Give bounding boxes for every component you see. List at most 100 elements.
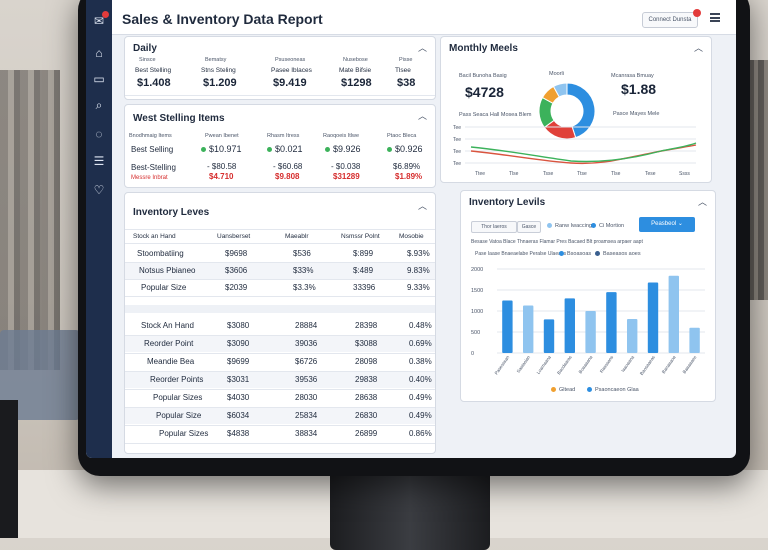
chevron-up-icon[interactable]: ︿: [693, 43, 703, 53]
table-cell: 28030: [295, 393, 318, 402]
menu-icon[interactable]: [710, 13, 720, 22]
bar[interactable]: [647, 282, 659, 353]
legend-a-label: Ranw Iwaccing: [555, 223, 592, 229]
table-header: Nsmssr Polnt: [341, 233, 380, 240]
chat-icon[interactable]: ◌: [95, 127, 103, 141]
sidebar: ✉ ⌂ ▭ ⌕ ◌ ☰ ♡: [86, 0, 112, 458]
bar[interactable]: [543, 319, 555, 353]
dropdown-label: Peasbeol: [651, 221, 677, 227]
chip-secondary[interactable]: Gasce: [517, 221, 541, 233]
card-icon[interactable]: ▭: [93, 72, 105, 86]
table-row-label: Popular Sizes: [159, 429, 209, 438]
bs-row1-value: $0.926: [387, 144, 423, 154]
table-divider: [125, 229, 435, 230]
bs-row1-value: $0.021: [267, 144, 303, 154]
header: Sales & Inventory Data Report Connect Du…: [112, 0, 736, 35]
table-cell: 26830: [355, 411, 378, 420]
bar[interactable]: [689, 327, 700, 353]
document-icon[interactable]: ☰: [93, 154, 105, 168]
monthly-left-label: Bacil Bunoha Basig: [459, 73, 507, 79]
bs-row2-subvalue: $1.89%: [395, 172, 423, 181]
table-row-bg: [125, 372, 435, 388]
bar[interactable]: [502, 300, 513, 354]
bar[interactable]: [585, 311, 596, 353]
bs-row2-sub: Messre Inbrat: [131, 175, 168, 181]
table-cell: 38834: [295, 429, 318, 438]
bar[interactable]: [627, 318, 638, 353]
status-dot-icon: [267, 147, 272, 153]
dropdown-button[interactable]: Peasbeol ⌄: [639, 217, 695, 232]
chevron-up-icon[interactable]: ︿: [417, 111, 427, 121]
footer-legend1-label: Gltead: [559, 387, 576, 393]
bs-row2-value: - $80.58: [207, 162, 237, 171]
x-tick-label: Baaaaaee: [682, 354, 698, 374]
bs-header: Raoqoeis Itlwe: [323, 133, 360, 139]
table-cell: $2039: [225, 283, 248, 292]
bs-row1-value: $9.926: [325, 144, 361, 154]
table-cell: $3606: [225, 266, 248, 275]
table-cell: 28398: [355, 321, 378, 330]
table-cell: 0.48%: [409, 321, 432, 330]
table-cell: $4030: [227, 393, 250, 402]
x-tick-label: Baodaaras: [556, 354, 573, 375]
daily-col-value: $1.209: [203, 77, 237, 89]
x-tick-label: Baosaaeas: [639, 354, 656, 376]
x-tick-label: Rasssans: [599, 354, 615, 374]
bs-row1-text: $0.021: [275, 144, 303, 154]
search-icon[interactable]: ⌕: [95, 98, 103, 112]
x-tick-label: Iaaoaana: [620, 354, 635, 373]
x-tick-label: Tlse: [611, 171, 621, 177]
daily-col-sub: Mate Bifsie: [339, 67, 372, 74]
monthly-title: Monthly Meels: [449, 43, 518, 54]
chevron-up-icon[interactable]: ︿: [417, 43, 427, 53]
monthly-right-value: $1.88: [621, 81, 657, 97]
bs-row2-subvalue: $31289: [333, 172, 360, 181]
table-row-label: Popular Size: [156, 411, 202, 420]
series-line-red: [470, 144, 697, 165]
bar[interactable]: [523, 305, 534, 353]
chevron-up-icon[interactable]: ︿: [697, 197, 707, 207]
bar[interactable]: [668, 275, 679, 353]
monthly-line-chart: Tee Tee Tee Tee Ttee Tlse Tsse Ttse Tlse Tese Ssss: [453, 125, 697, 177]
clothing-rack: [0, 70, 60, 370]
bs-row2-value: - $0.038: [331, 162, 361, 171]
table-divider: [125, 389, 435, 390]
table-row-label: Stock An Hand: [141, 321, 194, 330]
chevron-up-icon[interactable]: ︿: [417, 201, 427, 211]
home-icon[interactable]: ⌂: [95, 46, 103, 60]
table-gap: [125, 305, 435, 313]
bs-row2-value: - $60.68: [273, 162, 303, 171]
table-cell: 0.49%: [409, 393, 432, 402]
chart-legend2-label: Baseasos aoes: [603, 251, 641, 257]
connect-button[interactable]: Connect Dunsta: [642, 9, 701, 28]
x-tick-label: Ttee: [475, 171, 485, 177]
table-cell: $4838: [227, 429, 250, 438]
series-line-green: [470, 142, 697, 163]
notification-badge: [102, 11, 109, 18]
y-tick-label: Tee: [453, 161, 461, 167]
bar[interactable]: [606, 292, 617, 353]
daily-col-value: $1.408: [137, 77, 171, 89]
y-tick-label: 1000: [471, 309, 483, 315]
heart-icon[interactable]: ♡: [93, 183, 105, 197]
best-selling-panel: West Stelling Items ︿ Bnodhmaig Items Pwe…: [124, 104, 436, 188]
table-divider: [125, 407, 435, 408]
bs-row2-subvalue: $9.808: [275, 172, 300, 181]
table-row-label: Popular Sizes: [153, 393, 203, 402]
table-cell: $3080: [227, 321, 250, 330]
table-header: Mosobie: [399, 233, 424, 240]
filter-chip[interactable]: Thor Iaeros: [471, 221, 517, 233]
monthly-panel: Monthly Meels ︿ Bacil Bunoha Basig $4728…: [440, 36, 712, 183]
chart-desc1: Besase Vatoa Blace Thnaeras Flamar Pres …: [471, 239, 643, 245]
daily-col-value: $9.419: [273, 77, 307, 89]
daily-panel: Daily ︿ Sinsce Best Stelling $1.408 Bematsy…: [124, 36, 436, 100]
bs-row1-text: $0.926: [395, 144, 423, 154]
bs-row2-label: Best-Stelling: [131, 163, 176, 172]
bar[interactable]: [564, 298, 575, 353]
table-cell: $3031: [227, 375, 250, 384]
table-cell: $:899: [353, 249, 374, 258]
y-tick-label: Tee: [453, 125, 461, 131]
table-cell: $6726: [295, 357, 318, 366]
footer-legend1: Gltead: [551, 387, 575, 393]
mail-icon[interactable]: ✉: [92, 11, 109, 28]
